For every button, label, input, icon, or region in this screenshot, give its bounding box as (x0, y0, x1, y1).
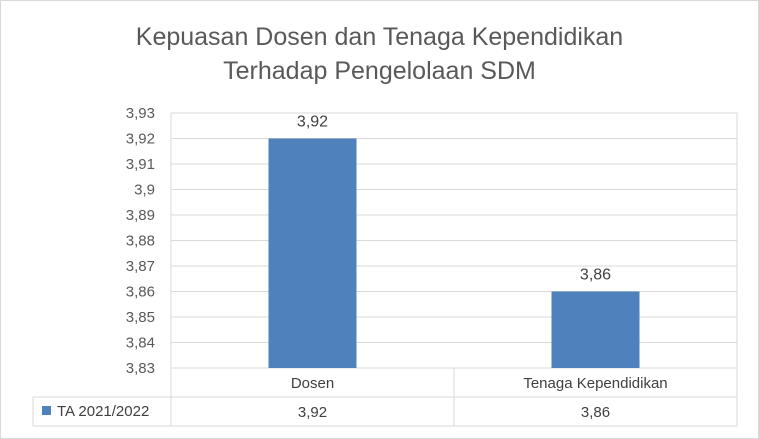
category-label: Dosen (291, 375, 334, 392)
legend-series-name: TA 2021/2022 (57, 403, 149, 420)
chart-title-line-2: Terhadap Pengelolaan SDM (223, 57, 536, 85)
category-label: Tenaga Kependidikan (523, 375, 667, 392)
y-tick-label: 3,93 (126, 105, 155, 122)
bar-1 (268, 138, 357, 368)
table-value: 3,86 (581, 404, 610, 421)
legend-swatch (42, 406, 51, 415)
table-value: 3,92 (298, 404, 327, 421)
y-tick-label: 3,86 (126, 284, 155, 301)
y-tick-label: 3,85 (126, 309, 155, 326)
y-tick-label: 3,9 (134, 182, 155, 199)
y-tick-label: 3,92 (126, 131, 155, 148)
y-tick-label: 3,88 (126, 233, 155, 250)
bar-2 (551, 291, 640, 368)
chart-title: Kepuasan Dosen dan Tenaga Kependidikan T… (0, 20, 759, 88)
y-tick-label: 3,84 (126, 335, 155, 352)
y-tick-label: 3,91 (126, 156, 155, 173)
y-tick-label: 3,89 (126, 207, 155, 224)
chart-title-line-1: Kepuasan Dosen dan Tenaga Kependidikan (135, 23, 624, 51)
y-tick-label: 3,83 (126, 360, 155, 377)
data-label: 3,86 (580, 267, 611, 284)
data-label: 3,92 (297, 114, 328, 131)
y-tick-label: 3,87 (126, 258, 155, 275)
